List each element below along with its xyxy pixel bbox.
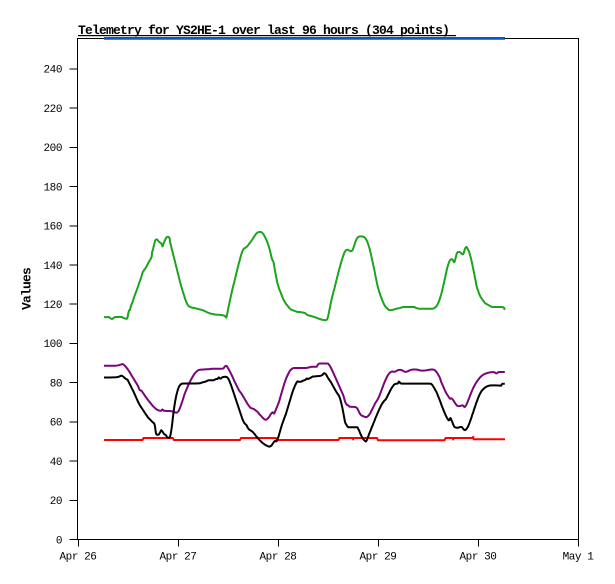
svg-text:120: 120: [44, 300, 62, 312]
svg-text:Apr 29: Apr 29: [360, 552, 397, 564]
svg-text:Apr 30: Apr 30: [460, 552, 497, 564]
svg-text:Telemetry for YS2HE-1 over las: Telemetry for YS2HE-1 over last 96 hours…: [78, 23, 449, 38]
svg-text:140: 140: [44, 261, 62, 273]
svg-text:180: 180: [44, 182, 62, 194]
svg-text:240: 240: [44, 65, 62, 77]
svg-text:100: 100: [44, 339, 62, 351]
svg-text:May 1: May 1: [563, 552, 595, 564]
svg-text:80: 80: [50, 378, 62, 390]
svg-text:200: 200: [44, 143, 62, 155]
svg-text:Values: Values: [20, 267, 35, 310]
svg-text:Apr 27: Apr 27: [160, 552, 197, 564]
svg-text:40: 40: [50, 457, 62, 469]
svg-text:160: 160: [44, 222, 62, 234]
svg-text:20: 20: [50, 496, 62, 508]
svg-text:0: 0: [56, 535, 62, 547]
svg-text:220: 220: [44, 104, 62, 116]
svg-text:Apr 26: Apr 26: [60, 552, 97, 564]
svg-text:60: 60: [50, 418, 62, 430]
svg-text:Apr 28: Apr 28: [260, 552, 297, 564]
